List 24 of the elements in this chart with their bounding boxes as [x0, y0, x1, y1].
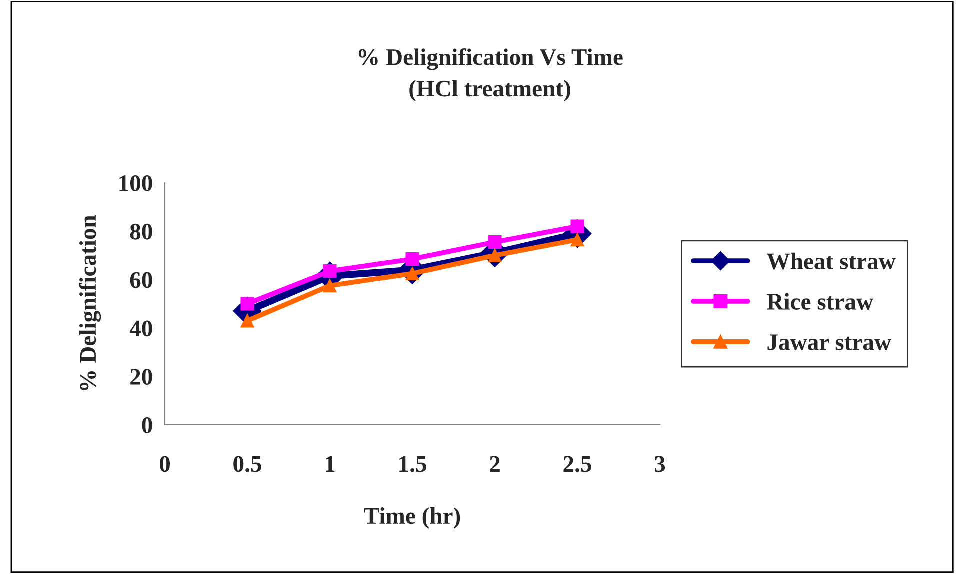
- point: [323, 279, 337, 293]
- point: [570, 220, 584, 234]
- y-tick-label: 60: [130, 272, 152, 288]
- y-tick-label: 0: [142, 417, 152, 434]
- point: [488, 236, 502, 250]
- point: [406, 252, 420, 266]
- x-tick-label: 3: [654, 456, 666, 472]
- x-tick-label: 1: [326, 456, 335, 472]
- legend-label: Rice straw: [767, 293, 874, 310]
- y-tick-label: 20: [130, 369, 152, 386]
- x-tick-label: 2.5: [564, 456, 592, 472]
- y-tick-label: 40: [130, 320, 152, 337]
- x-tick-label: 0: [160, 456, 170, 472]
- y-axis-title: % Delignification: [79, 215, 102, 390]
- y-tick-label: 80: [130, 224, 152, 240]
- x-tick-label: 2: [490, 456, 500, 472]
- legend-label: Wheat straw: [767, 252, 896, 270]
- y-tick-label: 100: [120, 175, 152, 192]
- chart-title: % Delignification Vs Time (HCl treatment): [358, 48, 623, 102]
- x-axis-title: Time (hr): [364, 508, 460, 529]
- x-tick-label: 1.5: [400, 456, 426, 472]
- legend-label: Jawar straw: [768, 334, 892, 350]
- point: [240, 314, 254, 328]
- x-tick-label: 0.5: [234, 456, 262, 472]
